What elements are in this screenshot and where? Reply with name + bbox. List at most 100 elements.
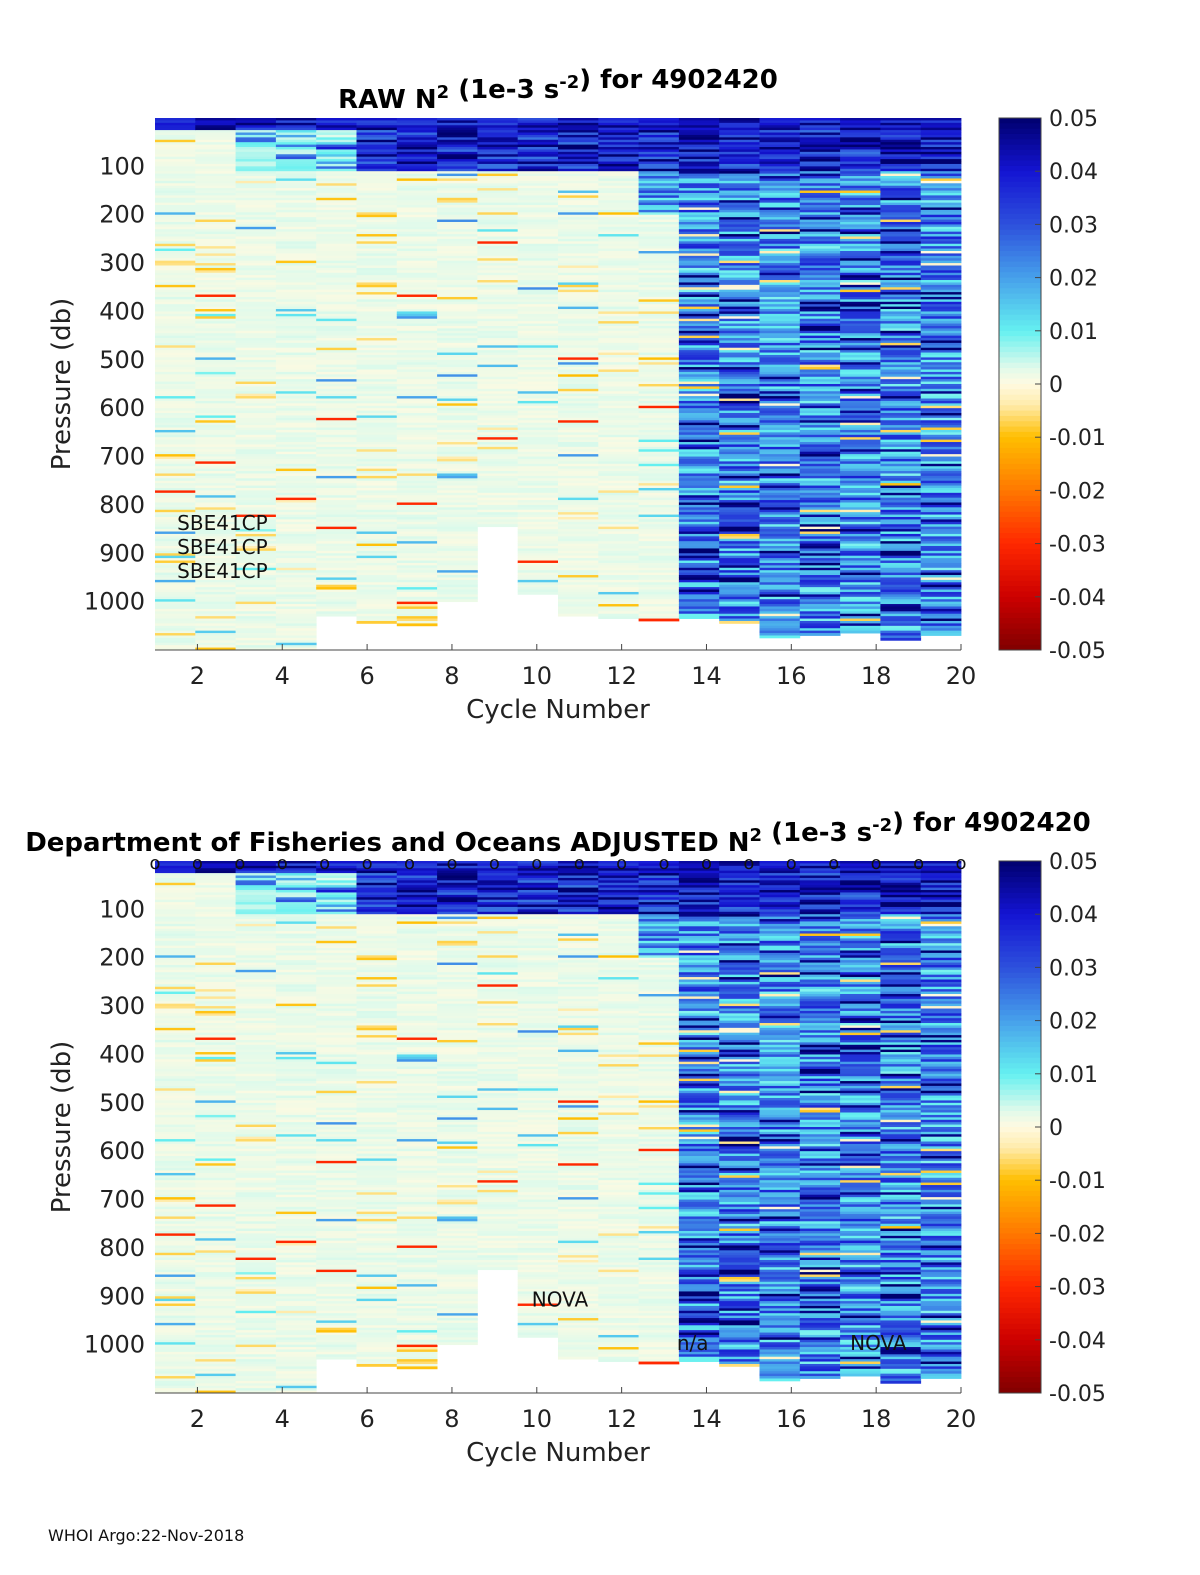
heat-cell (799, 533, 841, 537)
heat-cell (920, 579, 962, 583)
heat-cell (598, 567, 639, 571)
heat-cell (477, 251, 519, 254)
heat-cell (880, 490, 922, 494)
colorbar-segment (999, 314, 1041, 321)
heat-cell (799, 180, 841, 184)
heat-cell (396, 521, 438, 525)
heat-cell (719, 207, 760, 211)
heat-cell (880, 546, 922, 549)
heat-cell (598, 524, 639, 528)
heat-cell (920, 277, 962, 281)
heat-cell (840, 439, 881, 443)
heat-cell (799, 316, 841, 320)
heat-cell (759, 611, 801, 615)
heat-cell (598, 321, 639, 324)
heat-cell (437, 371, 478, 375)
heat-cell (719, 342, 760, 346)
heat-cell (799, 507, 841, 511)
heat-cell (840, 357, 881, 361)
heat-cell (356, 118, 398, 121)
heat-cell (719, 565, 760, 569)
heat-cell (517, 248, 559, 252)
heat-cell (880, 577, 922, 581)
heat-cell (799, 139, 841, 143)
heat-cell (598, 214, 639, 218)
heat-cell (316, 134, 357, 138)
heat-cell (799, 405, 841, 409)
heat-cell (799, 255, 841, 259)
heat-cell (880, 526, 922, 530)
heat-cell (678, 328, 720, 332)
heat-cell (275, 512, 317, 515)
heat-cell (517, 321, 559, 324)
heat-cell (155, 1228, 196, 1232)
heat-cell (759, 183, 801, 187)
heat-cell (598, 176, 639, 179)
heat-cell (638, 478, 680, 482)
heat-cell (517, 255, 559, 259)
heat-cell (840, 519, 881, 523)
heat-cell (195, 1018, 236, 1021)
heat-cell (155, 642, 196, 646)
heat-cell (356, 384, 398, 387)
heat-cell (195, 1044, 236, 1048)
heat-cell (477, 502, 519, 506)
heat-cell (195, 1334, 236, 1338)
heat-cell (195, 466, 236, 470)
heat-cell (275, 207, 317, 211)
heat-cell (195, 142, 236, 145)
heat-cell (356, 606, 398, 610)
heat-cell (195, 1240, 236, 1244)
heat-cell (235, 118, 277, 121)
heat-cell (396, 192, 438, 196)
heat-cell (316, 384, 357, 387)
heat-cell (759, 456, 801, 460)
heat-cell (638, 386, 680, 390)
heat-cell (195, 1264, 236, 1268)
heat-cell (598, 495, 639, 499)
heat-cell (678, 142, 720, 145)
heat-cell (880, 309, 922, 312)
heat-cell (155, 217, 196, 220)
heat-cell (880, 444, 922, 448)
heat-cell (558, 251, 599, 254)
heat-cell (275, 449, 317, 453)
heat-cell (195, 926, 236, 930)
heat-cell (437, 289, 478, 293)
heat-cell (558, 512, 599, 515)
heat-cell (155, 514, 196, 518)
heat-cell (396, 328, 438, 332)
heat-cell (880, 342, 922, 346)
heat-cell (558, 432, 599, 436)
heat-cell (155, 299, 196, 303)
heat-cell (275, 555, 317, 559)
heat-cell (155, 362, 196, 366)
heat-cell (356, 333, 398, 337)
heat-cell (195, 176, 236, 179)
heat-cell (840, 442, 881, 445)
heat-cell (155, 277, 196, 281)
heat-cell (477, 289, 519, 293)
heat-cell (920, 122, 962, 126)
heat-cell (598, 166, 639, 170)
heat-cell (880, 350, 922, 353)
heat-cell (920, 620, 962, 624)
heat-cell (678, 207, 720, 211)
heat-cell (477, 118, 519, 121)
heat-cell (235, 415, 277, 419)
heat-cell (195, 1214, 236, 1217)
heat-cell (598, 599, 639, 603)
heat-cell (275, 635, 317, 639)
heat-cell (316, 352, 357, 356)
heat-cell (155, 1112, 196, 1116)
heat-cell (638, 461, 680, 465)
heat-cell (235, 1090, 277, 1094)
heat-cell (275, 558, 317, 561)
heat-cell (799, 236, 841, 240)
heat-cell (235, 996, 277, 1000)
cycle-column (235, 861, 277, 1394)
heat-cell (558, 188, 599, 191)
heat-cell (235, 1175, 277, 1179)
heat-cell (638, 200, 680, 204)
heat-cell (195, 596, 236, 600)
